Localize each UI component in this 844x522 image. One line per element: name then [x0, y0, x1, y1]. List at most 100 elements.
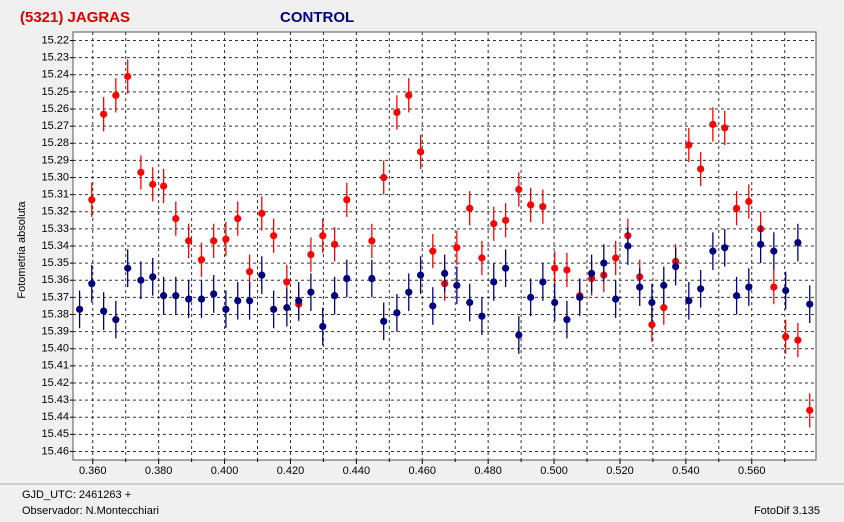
data-point	[588, 269, 596, 277]
y-tick-label: 15.43	[41, 394, 69, 406]
y-tick-label: 15.42	[41, 377, 69, 389]
x-tick-label: 0.560	[738, 465, 766, 477]
data-point	[453, 281, 461, 289]
data-point	[295, 297, 303, 305]
data-point	[283, 278, 291, 286]
data-point	[490, 220, 498, 228]
y-tick-label: 15.44	[41, 411, 69, 423]
data-point	[368, 274, 376, 283]
data-point	[721, 124, 729, 132]
data-point	[405, 288, 413, 296]
y-tick-label: 15.35	[41, 257, 69, 269]
data-point	[478, 312, 486, 320]
x-tick-label: 0.360	[79, 465, 107, 477]
data-point	[490, 278, 498, 286]
y-tick-label: 15.29	[41, 154, 69, 166]
data-point	[100, 307, 108, 315]
data-point	[539, 203, 547, 211]
data-point	[197, 295, 206, 303]
data-point	[319, 322, 327, 331]
x-tick-label: 0.420	[277, 465, 305, 477]
data-point	[636, 283, 644, 291]
x-tick-label: 0.540	[672, 465, 700, 477]
data-point	[563, 266, 571, 274]
data-point	[100, 110, 108, 118]
data-point	[405, 91, 413, 99]
data-point	[368, 237, 376, 245]
x-tick-label: 0.480	[474, 465, 502, 477]
data-point	[624, 242, 632, 250]
data-point	[745, 197, 753, 206]
data-point	[88, 196, 96, 204]
y-tick-label: 15.26	[41, 103, 69, 115]
data-point	[732, 204, 741, 212]
data-point	[258, 271, 266, 279]
data-point	[551, 298, 559, 307]
data-point	[222, 235, 230, 243]
data-point	[770, 283, 778, 291]
data-point	[563, 316, 571, 324]
y-tick-label: 15.30	[41, 171, 69, 183]
data-point	[648, 298, 656, 307]
data-point	[576, 293, 584, 301]
data-point	[343, 196, 351, 204]
data-point	[124, 264, 132, 272]
legend-entry: (5321) JAGRAS	[20, 9, 130, 26]
y-tick-label: 15.22	[41, 34, 69, 46]
data-point	[246, 268, 254, 276]
data-point	[527, 201, 535, 209]
data-point	[478, 254, 486, 262]
data-point	[782, 286, 790, 295]
data-point	[393, 108, 401, 117]
x-tick-label: 0.520	[606, 465, 634, 477]
x-tick-label: 0.400	[211, 465, 239, 477]
data-point	[331, 292, 339, 300]
data-point	[745, 283, 753, 291]
data-point	[258, 209, 266, 218]
data-point	[794, 336, 802, 344]
data-point	[466, 298, 474, 307]
data-point	[380, 317, 388, 325]
data-point	[770, 247, 778, 255]
x-tick-label: 0.380	[145, 465, 173, 477]
data-point	[210, 290, 218, 298]
data-point	[393, 309, 401, 317]
x-tick-label: 0.440	[343, 465, 371, 477]
data-point	[283, 304, 291, 312]
data-point	[660, 281, 668, 289]
legend-entry: CONTROL	[280, 9, 354, 26]
data-point	[806, 406, 814, 414]
data-point	[782, 333, 790, 341]
data-point	[75, 305, 84, 313]
data-point	[660, 304, 668, 312]
footer-gjd: GJD_UTC: 2461263 +	[22, 489, 131, 501]
data-point	[721, 244, 729, 252]
data-point	[172, 215, 180, 223]
data-point	[112, 316, 120, 324]
y-tick-label: 15.41	[41, 360, 69, 372]
data-point	[185, 237, 193, 245]
data-point	[612, 295, 620, 303]
y-tick-label: 15.32	[41, 206, 69, 218]
data-point	[149, 180, 157, 188]
data-point	[185, 295, 193, 303]
data-point	[551, 264, 559, 272]
y-tick-label: 15.31	[41, 189, 69, 201]
footer-software: FotoDif 3.135	[754, 505, 820, 517]
data-point	[672, 262, 680, 271]
data-point	[794, 238, 802, 247]
data-point	[539, 278, 547, 286]
y-tick-label: 15.25	[41, 86, 69, 98]
data-point	[466, 204, 474, 212]
y-tick-label: 15.38	[41, 308, 69, 320]
footer-observer: Observador: N.Montecchiari	[22, 505, 159, 517]
x-tick-label: 0.460	[408, 465, 436, 477]
data-point	[453, 244, 461, 252]
data-point	[709, 247, 717, 255]
y-tick-label: 15.39	[41, 326, 69, 338]
data-point	[429, 302, 437, 310]
data-point	[88, 280, 96, 288]
data-point	[124, 72, 132, 81]
data-point	[417, 148, 425, 156]
